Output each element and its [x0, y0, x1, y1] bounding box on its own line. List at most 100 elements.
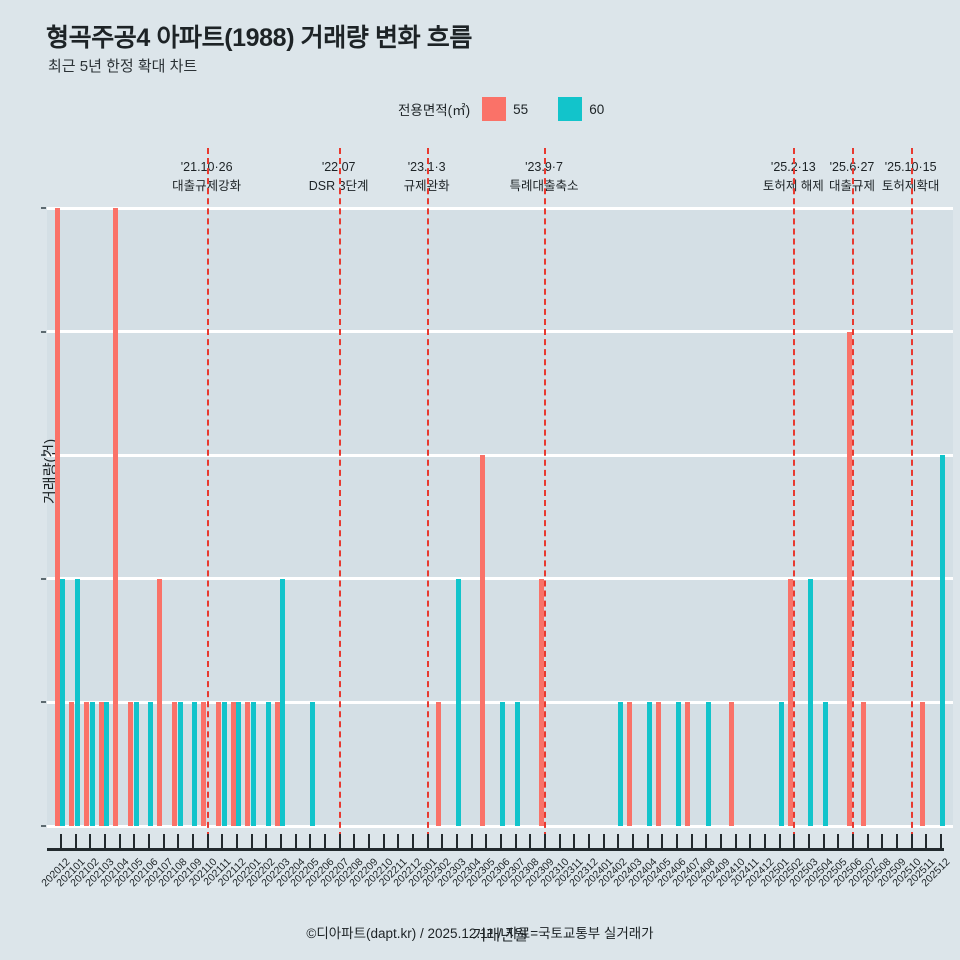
bar-202403-55[interactable]	[626, 702, 632, 826]
plot-background	[47, 208, 953, 826]
x-tick-202511	[925, 834, 928, 849]
bar-202501-60[interactable]	[778, 702, 785, 826]
event-line-202309	[544, 148, 546, 848]
legend-label-55: 55	[513, 101, 529, 117]
x-tick-202405	[661, 834, 664, 849]
x-tick-202308	[529, 834, 532, 849]
bar-202506-55[interactable]	[846, 331, 852, 826]
bar-202504-60[interactable]	[822, 702, 829, 826]
x-tick-202406	[676, 834, 678, 849]
event-date-202301: '23.1·3	[407, 160, 446, 174]
bar-202305-55[interactable]	[479, 455, 486, 826]
x-tick-202410	[734, 834, 737, 849]
bar-202203-55[interactable]	[274, 702, 280, 826]
x-tick-202209	[368, 834, 370, 849]
y-tick-mark-5	[41, 207, 46, 209]
bar-202302-55[interactable]	[435, 702, 442, 826]
x-tick-202202	[265, 834, 268, 849]
x-tick-202109	[192, 834, 194, 849]
bar-202101-55[interactable]	[69, 702, 75, 826]
bar-202407-55[interactable]	[685, 702, 691, 826]
gridline-2	[47, 577, 953, 581]
bar-202402-60[interactable]	[617, 702, 623, 826]
legend-entry-60[interactable]: 60	[558, 97, 604, 121]
bar-202012-60[interactable]	[60, 578, 66, 826]
bar-202105-55[interactable]	[127, 702, 134, 826]
event-line-202502	[793, 148, 796, 848]
x-tick-202412	[764, 834, 766, 849]
chart-legend: 전용면적(㎡) 55 60	[398, 97, 604, 121]
bar-202106-60[interactable]	[148, 702, 154, 826]
bar-202503-60[interactable]	[808, 578, 814, 826]
bar-202101-60[interactable]	[74, 578, 81, 826]
bar-202108-60[interactable]	[177, 702, 183, 826]
bar-202408-60[interactable]	[705, 702, 711, 826]
legend-entry-55[interactable]: 55	[482, 97, 528, 121]
event-date-202309: '23.9·7	[525, 160, 563, 174]
x-tick-202305	[485, 834, 488, 849]
bar-202109-60[interactable]	[192, 702, 198, 826]
bar-202307-60[interactable]	[514, 702, 521, 826]
bar-202303-60[interactable]	[456, 578, 462, 826]
event-line-202207	[338, 148, 341, 848]
bar-202502-55[interactable]	[787, 578, 794, 826]
bar-202511-55[interactable]	[919, 702, 926, 826]
x-axis-title: 거래년월	[472, 927, 528, 944]
gridline-5	[47, 206, 953, 210]
bar-202105-60[interactable]	[133, 702, 139, 826]
y-tick-mark-1	[41, 701, 46, 704]
bar-202012-55[interactable]	[54, 208, 60, 826]
bar-202201-60[interactable]	[250, 702, 257, 826]
x-tick-202203	[280, 834, 282, 849]
y-tick-mark-4	[41, 330, 46, 333]
bar-202404-60[interactable]	[646, 702, 653, 826]
bar-202309-55[interactable]	[538, 578, 544, 826]
x-tick-202506	[852, 834, 854, 849]
bar-202111-55[interactable]	[215, 702, 222, 826]
y-tick-mark-0	[41, 825, 46, 827]
x-tick-202401	[602, 834, 605, 849]
x-tick-202208	[353, 834, 356, 849]
x-tick-202304	[470, 834, 473, 849]
bar-202405-55[interactable]	[655, 702, 662, 826]
bar-202201-55[interactable]	[245, 702, 251, 826]
event-line-202110	[206, 148, 209, 848]
bar-202410-55[interactable]	[729, 702, 735, 826]
bar-202108-55[interactable]	[171, 702, 178, 826]
gridline-0	[47, 824, 953, 828]
y-tick-mark-3	[41, 454, 46, 457]
bar-202512-60[interactable]	[940, 455, 946, 826]
bar-202110-55[interactable]	[201, 702, 207, 826]
bar-202112-55[interactable]	[230, 702, 236, 826]
x-axis: 202012 202101 202102 202103 202104 202105 2021…	[39, 826, 953, 946]
bar-202102-60[interactable]	[89, 702, 95, 826]
bar-202203-60[interactable]	[280, 578, 286, 826]
x-tick-202212	[412, 834, 414, 849]
bar-202205-60[interactable]	[309, 702, 315, 826]
x-tick-202505	[837, 834, 840, 849]
x-tick-202110	[206, 834, 209, 849]
x-tick-202207	[338, 834, 341, 849]
chart-footer: ©디아파트(dapt.kr) / 2025.12.11 / 자료=국토교통부 실…	[306, 926, 654, 941]
bar-202507-55[interactable]	[861, 702, 867, 826]
chart-title: 형곡주공4 아파트(1988) 거래량 변화 흐름	[46, 24, 472, 52]
x-tick-202201	[250, 834, 253, 849]
x-tick-202210	[382, 834, 385, 849]
bar-202107-55[interactable]	[157, 578, 163, 826]
x-tick-202512	[940, 834, 942, 849]
bar-202112-60[interactable]	[236, 702, 242, 826]
bar-202406-60[interactable]	[676, 702, 682, 826]
bar-202103-60[interactable]	[104, 702, 110, 826]
bar-202103-55[interactable]	[98, 702, 104, 826]
bar-202202-60[interactable]	[265, 702, 271, 826]
x-tick-202503	[808, 834, 810, 849]
x-tick-202404	[646, 834, 649, 849]
chart-subtitle: 최근 5년 한정 확대 차트	[48, 58, 198, 75]
bar-202306-60[interactable]	[500, 702, 506, 826]
x-tick-202310	[558, 834, 561, 849]
x-tick-202301	[426, 834, 429, 849]
x-tick-202311	[573, 834, 576, 849]
bar-202111-60[interactable]	[221, 702, 227, 826]
bar-202102-55[interactable]	[83, 702, 90, 826]
bar-202104-55[interactable]	[113, 208, 119, 826]
